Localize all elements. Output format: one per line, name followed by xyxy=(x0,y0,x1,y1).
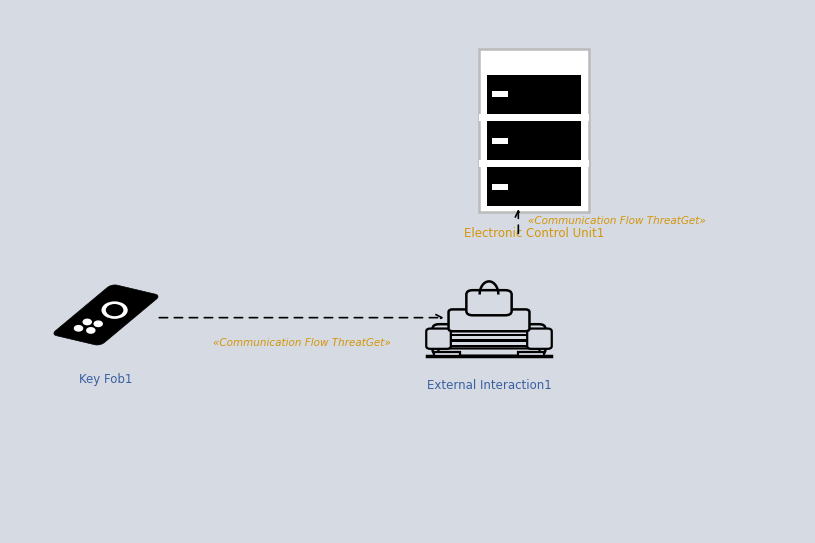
Circle shape xyxy=(86,328,95,333)
Text: Key Fob1: Key Fob1 xyxy=(79,374,133,387)
Circle shape xyxy=(83,319,91,325)
FancyBboxPatch shape xyxy=(479,160,588,167)
FancyBboxPatch shape xyxy=(479,114,588,121)
Text: External Interaction1: External Interaction1 xyxy=(426,379,552,392)
Polygon shape xyxy=(54,285,158,345)
FancyBboxPatch shape xyxy=(487,167,580,206)
FancyBboxPatch shape xyxy=(492,91,509,97)
FancyBboxPatch shape xyxy=(518,352,544,356)
FancyBboxPatch shape xyxy=(466,290,512,315)
Circle shape xyxy=(137,295,144,300)
FancyBboxPatch shape xyxy=(487,75,580,114)
Text: «Communication Flow ThreatGet»: «Communication Flow ThreatGet» xyxy=(528,216,706,226)
Circle shape xyxy=(95,321,102,326)
FancyBboxPatch shape xyxy=(426,329,451,349)
Circle shape xyxy=(129,291,136,296)
FancyBboxPatch shape xyxy=(479,49,588,212)
Circle shape xyxy=(101,301,128,319)
FancyBboxPatch shape xyxy=(527,329,552,349)
FancyBboxPatch shape xyxy=(487,121,580,160)
Circle shape xyxy=(74,326,82,331)
FancyBboxPatch shape xyxy=(449,334,529,336)
FancyBboxPatch shape xyxy=(433,324,545,355)
FancyBboxPatch shape xyxy=(448,310,530,331)
Circle shape xyxy=(107,305,123,315)
FancyBboxPatch shape xyxy=(492,184,509,190)
FancyBboxPatch shape xyxy=(449,339,529,342)
FancyBboxPatch shape xyxy=(449,345,529,348)
Text: «Communication Flow ThreatGet»: «Communication Flow ThreatGet» xyxy=(213,338,390,348)
Text: Electronic Control Unit1: Electronic Control Unit1 xyxy=(464,227,604,240)
FancyBboxPatch shape xyxy=(438,349,540,356)
FancyBboxPatch shape xyxy=(434,352,460,356)
FancyBboxPatch shape xyxy=(492,137,509,143)
